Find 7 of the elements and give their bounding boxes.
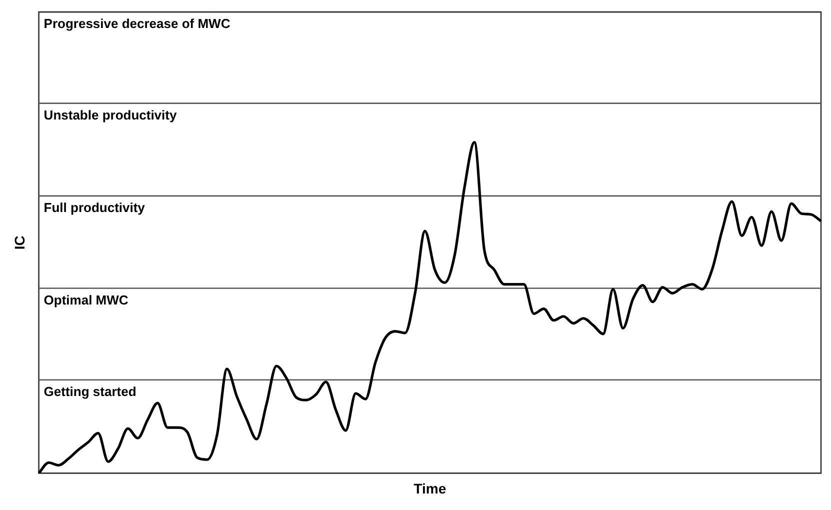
ref-line-label: Unstable productivity xyxy=(44,107,178,122)
y-axis-title: IC xyxy=(11,236,28,250)
ref-line-label: Full productivity xyxy=(44,200,146,216)
ref-line-label: Progressive decrease of MWC xyxy=(44,16,231,32)
x-axis-title: Time xyxy=(414,480,446,496)
ref-line-label: Getting started xyxy=(44,384,136,399)
ref-line-label: Optimal MWC xyxy=(44,292,129,308)
